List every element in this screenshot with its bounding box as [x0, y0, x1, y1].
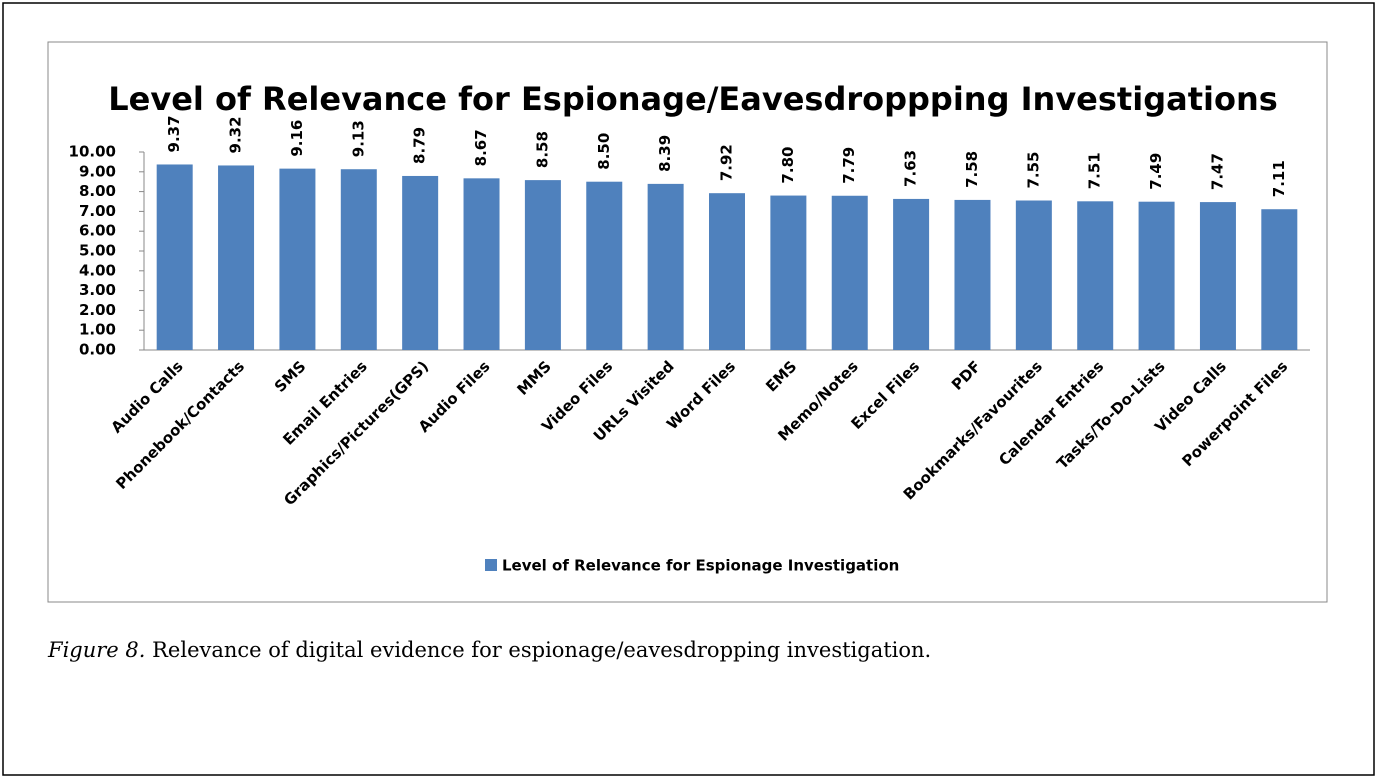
bar: [954, 199, 991, 350]
bar: [893, 198, 930, 350]
chart-frame: [47, 41, 1328, 603]
bar: [524, 180, 561, 350]
value-label: 7.55: [1024, 151, 1042, 188]
y-tick-label: 6.00: [79, 222, 116, 240]
bar: [1261, 209, 1298, 350]
value-label: 8.50: [595, 133, 613, 170]
bar: [831, 195, 868, 350]
value-label: 7.47: [1208, 153, 1226, 190]
bar: [218, 165, 255, 350]
bar: [586, 181, 623, 350]
value-label: 7.63: [902, 150, 920, 187]
bar: [340, 169, 377, 350]
y-tick-label: 0.00: [79, 341, 116, 359]
bar: [709, 193, 745, 350]
bar: [1199, 202, 1236, 350]
value-label: 8.39: [656, 135, 674, 172]
caption-label: Figure 8.: [47, 638, 145, 662]
value-label: 9.16: [288, 120, 306, 157]
y-tick-label: 9.00: [79, 162, 116, 180]
bar: [279, 168, 316, 350]
value-label: 7.51: [1086, 152, 1104, 189]
y-tick-label: 10.00: [69, 143, 116, 161]
caption-text: Relevance of digital evidence for espion…: [145, 638, 931, 662]
bar: [402, 175, 439, 350]
bar: [1138, 201, 1175, 350]
bar: [770, 195, 807, 350]
bar: [156, 164, 193, 350]
bar: [1077, 201, 1114, 350]
value-label: 9.37: [165, 115, 183, 152]
y-tick-label: 3.00: [79, 281, 116, 299]
y-tick-label: 2.00: [79, 301, 116, 319]
y-tick-label: 4.00: [79, 261, 116, 279]
caption: Figure 8. Relevance of digital evidence …: [47, 638, 931, 662]
value-label: 7.49: [1147, 153, 1165, 190]
value-label: 7.58: [963, 151, 981, 188]
y-tick-label: 8.00: [79, 182, 116, 200]
value-label: 7.92: [718, 144, 736, 181]
value-label: 7.80: [779, 147, 797, 184]
value-label: 8.67: [472, 129, 490, 166]
value-label: 7.11: [1270, 160, 1288, 197]
value-label: 7.79: [840, 147, 858, 184]
chart-title: Level of Relevance for Espionage/Eavesdr…: [108, 80, 1278, 118]
y-tick-label: 7.00: [79, 202, 116, 220]
bar: [1015, 200, 1052, 350]
bar: [647, 183, 684, 350]
value-label: 8.79: [411, 127, 429, 164]
value-label: 9.32: [227, 116, 245, 153]
value-label: 9.13: [349, 120, 367, 157]
legend-swatch: [485, 559, 497, 571]
y-tick-label: 5.00: [79, 242, 116, 260]
bar: [463, 178, 500, 350]
legend-label: Level of Relevance for Espionage Investi…: [502, 557, 899, 575]
value-label: 8.58: [533, 131, 551, 168]
y-tick-label: 1.00: [79, 321, 116, 339]
